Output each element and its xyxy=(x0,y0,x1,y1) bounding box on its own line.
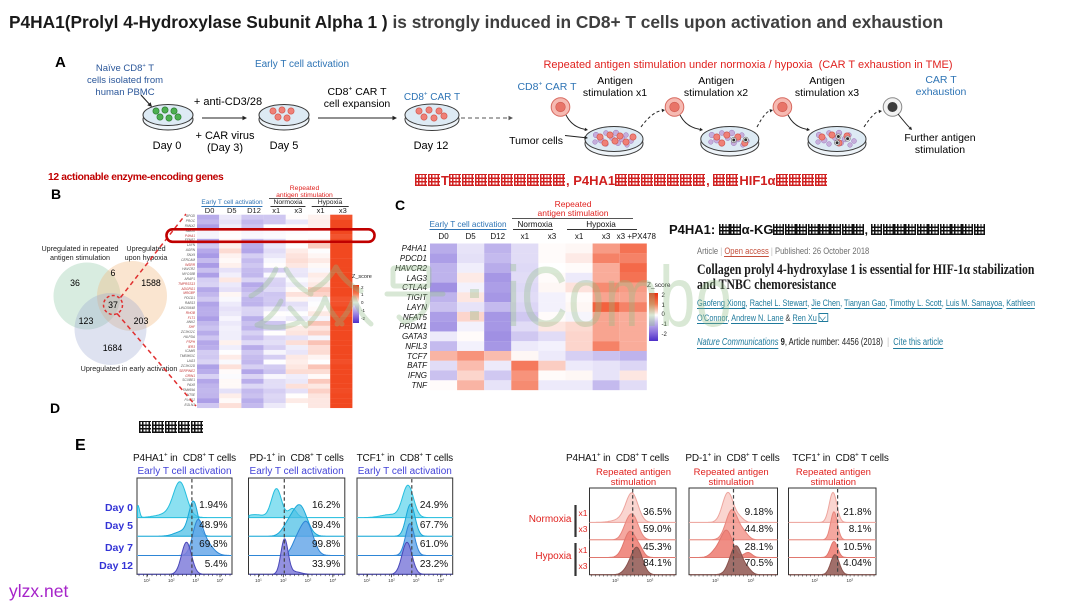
svg-text:102: 102 xyxy=(388,577,395,583)
svg-text:104: 104 xyxy=(437,577,444,583)
svg-text:101: 101 xyxy=(364,577,371,583)
svg-text:iCombo: iCombo xyxy=(506,250,732,345)
svg-text:103: 103 xyxy=(192,577,199,583)
svg-text:102: 102 xyxy=(612,578,619,584)
svg-text:102: 102 xyxy=(811,578,818,584)
svg-text:101: 101 xyxy=(144,577,151,583)
svg-text:102: 102 xyxy=(280,577,287,583)
svg-text:102: 102 xyxy=(168,577,175,583)
svg-text:103: 103 xyxy=(647,578,654,584)
svg-text:103: 103 xyxy=(305,577,312,583)
svg-text:103: 103 xyxy=(413,577,420,583)
svg-text:103: 103 xyxy=(748,578,755,584)
svg-text:104: 104 xyxy=(329,577,336,583)
svg-text:102: 102 xyxy=(712,578,719,584)
svg-text:101: 101 xyxy=(255,577,262,583)
svg-text:103: 103 xyxy=(846,578,853,584)
svg-text:104: 104 xyxy=(217,577,224,583)
